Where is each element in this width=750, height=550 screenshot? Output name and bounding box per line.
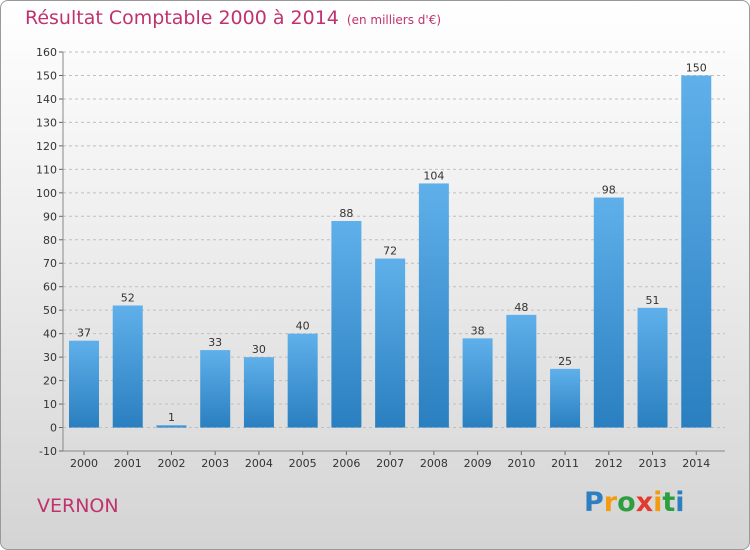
y-tick-label: 120 bbox=[36, 140, 57, 153]
y-tick-label: 150 bbox=[36, 69, 57, 82]
bar-value-label: 30 bbox=[252, 343, 266, 356]
bar-2002 bbox=[156, 425, 187, 428]
bar-2000 bbox=[69, 340, 99, 428]
y-tick-label: 20 bbox=[43, 375, 57, 388]
y-tick-label: 80 bbox=[43, 234, 57, 247]
bar-2008 bbox=[418, 183, 449, 428]
chart-title-block: Résultat Comptable 2000 à 2014 (en millie… bbox=[25, 7, 441, 29]
bar-2004 bbox=[243, 357, 274, 428]
x-tick-label: 2014 bbox=[682, 457, 710, 470]
bar-value-label: 38 bbox=[471, 324, 485, 337]
x-tick-label: 2007 bbox=[376, 457, 404, 470]
y-tick-label: 70 bbox=[43, 257, 57, 270]
y-tick-label: 100 bbox=[36, 187, 57, 200]
x-tick-label: 2011 bbox=[551, 457, 579, 470]
bar-value-label: 88 bbox=[339, 207, 353, 220]
chart-subtitle: (en milliers d'€) bbox=[346, 13, 442, 27]
bar-2006 bbox=[331, 220, 362, 428]
bar-2009 bbox=[462, 338, 493, 428]
y-tick-label: 10 bbox=[43, 398, 57, 411]
commune-name: VERNON bbox=[37, 495, 119, 517]
x-tick-label: 2000 bbox=[70, 457, 98, 470]
bar-2007 bbox=[375, 258, 406, 428]
logo-letter: P bbox=[584, 487, 604, 518]
y-tick-label: 0 bbox=[50, 422, 57, 435]
y-tick-label: 30 bbox=[43, 351, 57, 364]
bar-value-label: 48 bbox=[514, 301, 528, 314]
y-tick-label: 40 bbox=[43, 328, 57, 341]
bar-2003 bbox=[200, 350, 231, 428]
bar-2005 bbox=[287, 333, 318, 428]
y-tick-label: 110 bbox=[36, 163, 57, 176]
bar-value-label: 51 bbox=[646, 294, 660, 307]
logo-letter: t bbox=[662, 487, 676, 518]
chart-title: Résultat Comptable 2000 à 2014 bbox=[25, 7, 339, 29]
bar-2014 bbox=[681, 75, 712, 428]
bar-value-label: 52 bbox=[121, 291, 135, 304]
bar-2012 bbox=[593, 197, 624, 428]
bar-2011 bbox=[550, 368, 581, 428]
y-tick-label: 90 bbox=[43, 210, 57, 223]
x-tick-label: 2002 bbox=[157, 457, 185, 470]
y-tick-label: 50 bbox=[43, 304, 57, 317]
x-tick-label: 2013 bbox=[639, 457, 667, 470]
proxiti-logo: Proxiti bbox=[584, 487, 685, 518]
y-tick-label: 160 bbox=[36, 46, 57, 59]
x-tick-label: 2010 bbox=[507, 457, 535, 470]
bar-2013 bbox=[637, 307, 668, 428]
y-tick-label: 60 bbox=[43, 281, 57, 294]
bar-2001 bbox=[112, 305, 143, 428]
logo-letter: o bbox=[617, 487, 636, 518]
bar-value-label: 72 bbox=[383, 245, 397, 258]
bar-value-label: 1 bbox=[168, 411, 175, 424]
x-tick-label: 2009 bbox=[464, 457, 492, 470]
x-tick-label: 2001 bbox=[114, 457, 142, 470]
logo-letter: i bbox=[653, 487, 663, 518]
x-tick-label: 2012 bbox=[595, 457, 623, 470]
y-tick-label: -10 bbox=[39, 445, 57, 458]
logo-letter: x bbox=[635, 487, 654, 518]
y-tick-label: 140 bbox=[36, 93, 57, 106]
x-tick-label: 2006 bbox=[332, 457, 360, 470]
bar-value-label: 150 bbox=[686, 61, 707, 74]
bar-value-label: 33 bbox=[208, 336, 222, 349]
logo-letter: i bbox=[675, 487, 685, 518]
bar-value-label: 40 bbox=[296, 320, 310, 333]
x-tick-label: 2004 bbox=[245, 457, 273, 470]
x-tick-label: 2005 bbox=[289, 457, 317, 470]
bar-value-label: 98 bbox=[602, 184, 616, 197]
bar-value-label: 37 bbox=[77, 327, 91, 340]
logo-letter: r bbox=[603, 487, 618, 518]
x-tick-label: 2008 bbox=[420, 457, 448, 470]
x-tick-label: 2003 bbox=[201, 457, 229, 470]
bar-value-label: 25 bbox=[558, 355, 572, 368]
bar-2010 bbox=[506, 314, 537, 428]
bar-value-label: 104 bbox=[423, 169, 444, 182]
y-tick-label: 130 bbox=[36, 116, 57, 129]
